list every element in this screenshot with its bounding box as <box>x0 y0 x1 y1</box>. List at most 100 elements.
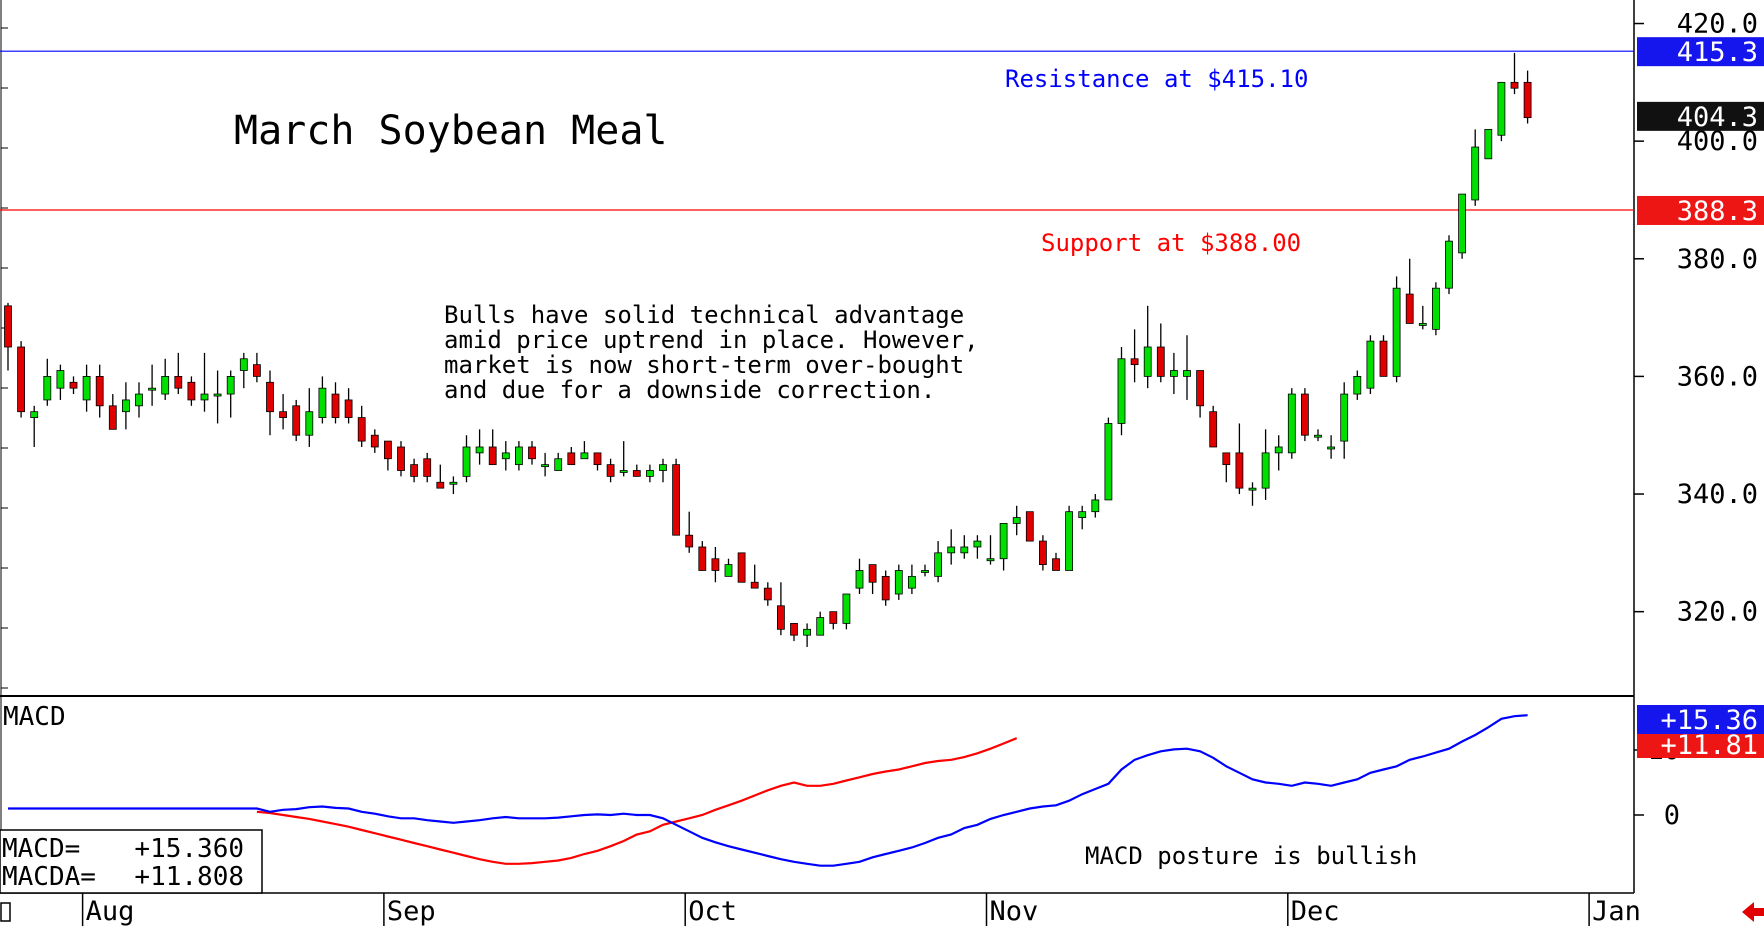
candle-up <box>318 387 327 418</box>
candle-down <box>108 405 117 430</box>
candle-up <box>855 570 864 589</box>
annotation-line-4: and due for a downside correction. <box>444 376 935 404</box>
candle-down <box>1235 452 1244 489</box>
time-axis: Aug Sep Oct Nov Dec Jan <box>81 893 1641 927</box>
candle-down <box>436 481 445 489</box>
candle-down <box>750 581 759 589</box>
candle-up <box>554 458 563 471</box>
candle-down <box>1405 293 1414 324</box>
candle-up <box>148 387 157 391</box>
candle-down <box>868 564 877 583</box>
candle-up <box>724 564 733 577</box>
candle-up <box>213 393 222 397</box>
macd-badge-label: +15.36 <box>1660 705 1758 736</box>
resistance-badge-label: 415.3 <box>1677 37 1758 68</box>
candle-down <box>95 376 104 407</box>
candle-up <box>921 570 929 573</box>
candle-down <box>528 446 536 460</box>
candle-up <box>1458 193 1466 254</box>
candle-down <box>1130 358 1139 366</box>
month-label: Sep <box>387 896 436 927</box>
candle-down <box>17 346 26 413</box>
annotation-line-1: Bulls have solid technical advantage <box>444 301 964 329</box>
candle-up <box>1392 287 1401 377</box>
support-label: Support at $388.00 <box>1041 229 1301 257</box>
candle-down <box>344 399 353 418</box>
candle-down <box>397 446 405 471</box>
support-badge-label: 388.3 <box>1677 196 1758 227</box>
candle-down <box>266 381 274 413</box>
candle-down <box>881 575 890 601</box>
left-tick-marks <box>1 27 8 689</box>
scroll-right-arrow-icon[interactable] <box>1742 902 1764 922</box>
candle-down <box>383 440 392 460</box>
candle-up <box>1091 499 1100 513</box>
candle-up <box>1418 323 1427 326</box>
candle-down <box>1209 411 1218 448</box>
candle-up <box>475 446 484 454</box>
chart-title: March Soybean Meal <box>234 108 667 154</box>
candle-up <box>1274 446 1283 454</box>
candles <box>4 52 1532 647</box>
candle-up <box>960 546 969 554</box>
candle-down <box>187 381 196 401</box>
candle-up <box>541 464 549 468</box>
candle-up <box>515 446 523 466</box>
macd-signal-badge-label: +11.81 <box>1660 730 1758 761</box>
scroll-left-box-icon[interactable] <box>0 902 11 922</box>
candle-up <box>1104 423 1113 501</box>
candle-down <box>632 470 641 477</box>
macd-readout: MACD= +15.360 MACDA= +11.808 <box>0 829 263 894</box>
candle-up <box>646 470 654 477</box>
macd-badge: +15.36 <box>1637 705 1764 736</box>
candle-down <box>1196 370 1204 407</box>
price-tick-label: 320.0 <box>1677 597 1758 628</box>
annotation-line-3: market is now short-term over-bought <box>444 351 964 379</box>
candle-up <box>908 575 916 589</box>
candle-up <box>449 481 458 485</box>
candle-up <box>1497 81 1506 136</box>
macd-readout-label: MACD= <box>2 834 80 864</box>
price-tick-label: 380.0 <box>1677 244 1758 275</box>
candle-up <box>82 376 91 401</box>
candle-down <box>698 546 707 571</box>
candle-down <box>1379 340 1388 377</box>
candle-down <box>763 587 772 601</box>
candle-up <box>947 546 956 554</box>
candle-down <box>1523 81 1532 119</box>
candle-down <box>292 405 301 436</box>
candle-up <box>1353 376 1362 395</box>
candle-down <box>357 417 366 442</box>
price-tick-label: 420.0 <box>1677 9 1758 40</box>
candle-up <box>1065 511 1073 571</box>
candle-up <box>1078 511 1087 518</box>
candle-up <box>1143 346 1152 377</box>
candle-up <box>619 470 628 473</box>
macd-tick-label: 0 <box>1664 800 1680 831</box>
macd-panel-label: MACD <box>3 702 66 732</box>
candle-up <box>43 376 52 401</box>
support-badge: 388.3 <box>1637 195 1764 227</box>
price-axis: 420.0 400.0 380.0 360.0 340.0 320.0 <box>1634 9 1758 628</box>
candle-down <box>737 552 746 583</box>
candle-up <box>1287 393 1296 454</box>
candle-down <box>1301 393 1309 436</box>
candle-up <box>1484 128 1493 160</box>
candle-up <box>816 617 825 636</box>
candle-up <box>1432 287 1440 330</box>
candle-down <box>1025 511 1034 542</box>
candle-up <box>1340 393 1349 442</box>
candle-down <box>829 611 838 624</box>
candle-up <box>1170 370 1178 377</box>
candle-down <box>672 464 680 536</box>
candle-down <box>790 623 798 636</box>
candle-up <box>659 464 667 471</box>
candle-up <box>161 376 170 395</box>
candle-down <box>777 605 785 630</box>
candle-down <box>69 381 78 389</box>
candle-up <box>1183 370 1191 377</box>
macd-signal-line <box>256 737 1018 865</box>
macd-signal-badge: +11.81 <box>1637 730 1764 761</box>
candle-up <box>200 393 209 401</box>
